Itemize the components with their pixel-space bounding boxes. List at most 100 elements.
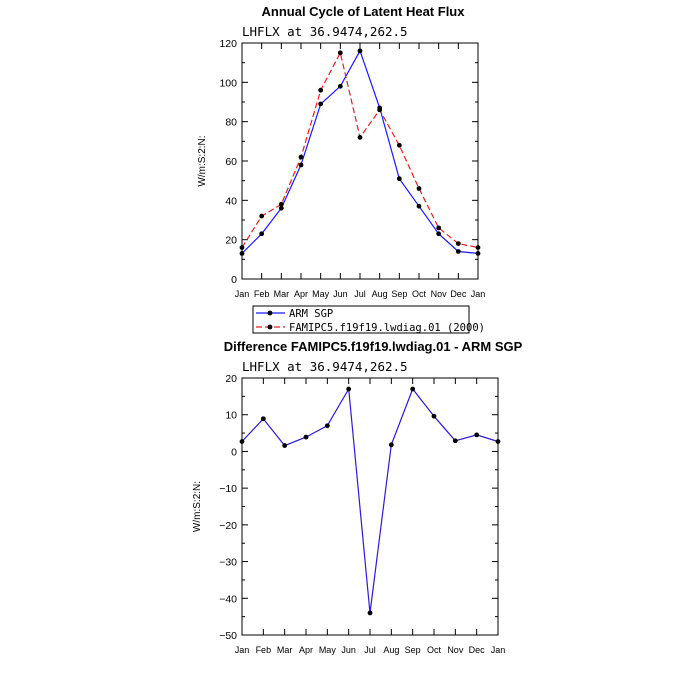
- x-tick-label: Jul: [354, 289, 366, 299]
- y-tick-label: 10: [225, 410, 237, 422]
- y-tick-label: 20: [225, 235, 237, 247]
- x-tick-label: Apr: [299, 645, 313, 655]
- series-0-point: [259, 231, 265, 237]
- plot-frame: [241, 42, 479, 280]
- y-tick-label: −10: [219, 483, 237, 495]
- series-0-point: [298, 162, 304, 168]
- series-1-point: [475, 245, 481, 250]
- chart1-ylabel: W/m:S:2:N:: [197, 135, 208, 186]
- x-tick-label: May: [319, 645, 337, 655]
- series-1-point: [377, 107, 383, 113]
- series-0-point: [367, 610, 373, 616]
- y-tick-label: 20: [225, 373, 237, 385]
- legend-obs-label: ARM SGP: [289, 308, 333, 320]
- series-0-point: [474, 432, 480, 438]
- chart-difference: Difference FAMIPC5.f19f19.lwdiag.01 - AR…: [192, 339, 523, 655]
- series-0-point: [452, 438, 458, 444]
- series-1-point: [416, 186, 422, 191]
- x-tick-label: Feb: [256, 645, 272, 655]
- x-tick-label: Sep: [391, 289, 407, 299]
- x-tick-label: Sep: [405, 645, 421, 655]
- x-tick-label: Feb: [254, 289, 270, 299]
- series-0-point: [337, 83, 343, 89]
- y-tick-label: −30: [219, 557, 237, 569]
- x-tick-label: Apr: [294, 289, 308, 299]
- series-1-point: [455, 241, 461, 247]
- legend-model-label: FAMIPC5.f19f19.lwdiag.01 (2000): [289, 322, 485, 334]
- chart1-legend: ARM SGP FAMIPC5.f19f19.lwdiag.01 (2000): [252, 305, 485, 334]
- x-tick-label: Jun: [333, 289, 348, 299]
- series-1-point: [396, 142, 402, 148]
- series-0-point: [260, 416, 266, 422]
- y-tick-label: 80: [225, 117, 237, 129]
- series-line-0: [241, 49, 479, 254]
- chart2-title: Difference FAMIPC5.f19f19.lwdiag.01 - AR…: [224, 339, 523, 354]
- plot-frame: [241, 377, 499, 636]
- x-tick-label: Jul: [364, 645, 376, 655]
- x-tick-label: Jan: [235, 289, 250, 299]
- x-tick-label: Jan: [235, 645, 250, 655]
- x-tick-label: Oct: [427, 645, 442, 655]
- x-tick-label: Dec: [450, 289, 467, 299]
- series-1-point: [259, 213, 265, 219]
- legend-obs-marker: [267, 310, 273, 316]
- x-tick-label: May: [312, 289, 330, 299]
- y-tick-label: 120: [219, 38, 237, 50]
- series-0-point: [357, 48, 363, 54]
- series-0-point: [410, 386, 416, 392]
- x-tick-label: Mar: [277, 645, 293, 655]
- series-0-point: [388, 442, 394, 448]
- chart1-title: Annual Cycle of Latent Heat Flux: [262, 4, 466, 19]
- series-0-point: [278, 205, 284, 211]
- series-0-point: [436, 231, 442, 237]
- y-tick-label: −50: [219, 630, 237, 642]
- chart-annual-cycle: Annual Cycle of Latent Heat Flux LHFLX a…: [197, 4, 485, 334]
- y-tick-label: 0: [231, 274, 237, 286]
- y-tick-label: −40: [219, 593, 237, 605]
- chart2-subtitle: LHFLX at 36.9474,262.5: [242, 359, 408, 374]
- series-0-point: [495, 439, 501, 444]
- series-0-point: [282, 443, 288, 448]
- series-0-point: [318, 101, 324, 107]
- chart1-plot-area: 0 20 40 60 80 100 120 Jan Feb Mar Apr May Jun Jul Aug S…: [219, 38, 485, 299]
- series-0-point: [416, 203, 422, 209]
- x-tick-label: Aug: [383, 645, 399, 655]
- series-1-point: [436, 225, 442, 231]
- series-0-point: [303, 434, 309, 440]
- series-0-point: [346, 386, 352, 392]
- series-1-point: [278, 201, 284, 207]
- x-tick-label: Aug: [372, 289, 388, 299]
- x-tick-label: Jan: [491, 645, 506, 655]
- chart2-plot-area: −50 −40 −30 −20 −10 0 10 20 Jan Feb Mar Apr May Jun Ju…: [219, 373, 505, 655]
- series-line-1: [241, 51, 479, 249]
- series-0-point: [239, 251, 245, 256]
- x-tick-label: Dec: [469, 645, 486, 655]
- y-tick-label: 0: [231, 446, 237, 458]
- x-tick-label: Nov: [431, 289, 448, 299]
- series-0-point: [396, 176, 402, 182]
- series-line-0: [241, 387, 499, 614]
- series-0-point: [324, 423, 330, 429]
- legend-box: [252, 305, 470, 334]
- chart1-subtitle: LHFLX at 36.9474,262.5: [242, 24, 408, 39]
- x-tick-label: Mar: [274, 289, 290, 299]
- x-tick-label: Jan: [471, 289, 486, 299]
- series-1-point: [318, 87, 324, 93]
- x-tick-label: Jun: [341, 645, 356, 655]
- series-0-point: [455, 249, 461, 254]
- series-1-point: [239, 245, 245, 250]
- y-tick-label: 60: [225, 156, 237, 168]
- y-tick-label: 100: [219, 77, 237, 89]
- y-tick-label: 40: [225, 195, 237, 207]
- series-0-point: [475, 251, 481, 256]
- x-tick-label: Oct: [412, 289, 427, 299]
- chart2-ylabel: W/m:S:2:N:: [192, 481, 203, 532]
- legend-model-marker: [267, 324, 273, 330]
- y-tick-label: −20: [219, 520, 237, 532]
- series-1-point: [298, 154, 304, 160]
- x-tick-label: Nov: [447, 645, 464, 655]
- series-1-point: [357, 135, 363, 140]
- series-0-point: [431, 413, 437, 419]
- series-1-point: [337, 50, 343, 56]
